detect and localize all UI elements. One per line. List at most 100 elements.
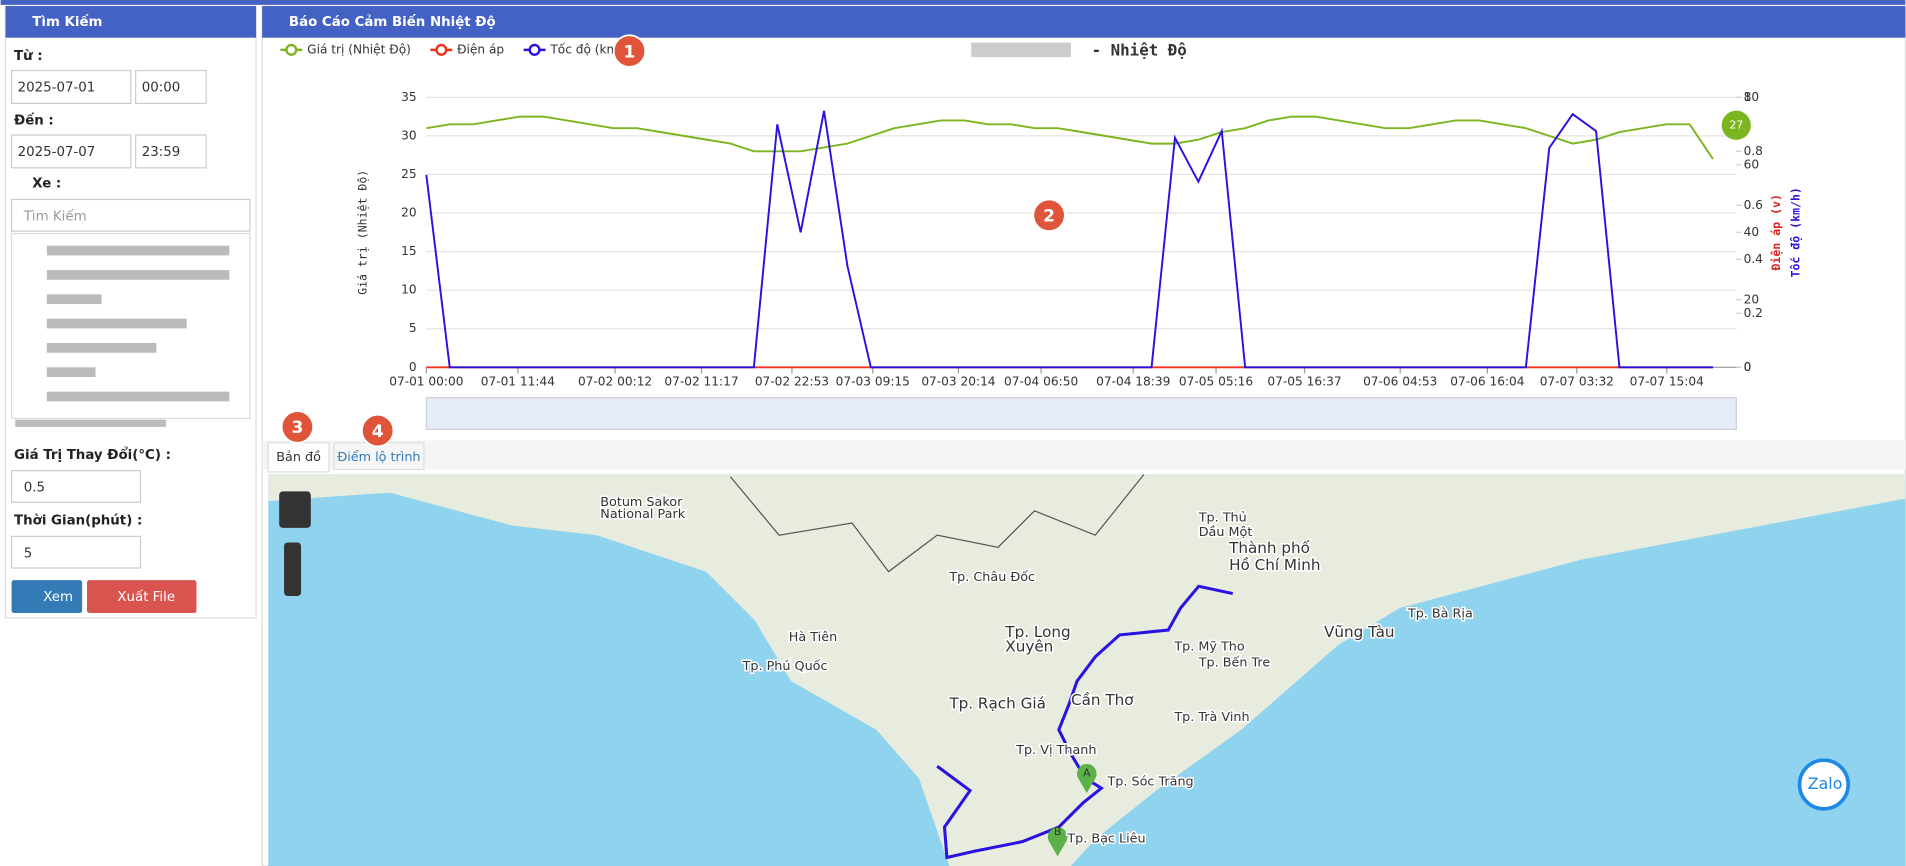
time-input[interactable] [135, 134, 207, 169]
x-tick-label: 07-05 05:16 [1179, 374, 1253, 388]
date-value: 2025-07-01 [18, 81, 96, 96]
y2-tick-label: 0.8 [1744, 144, 1763, 158]
map-label: Hà Tiên [789, 630, 837, 645]
map-label: Tp. Mỹ Tho [1173, 640, 1245, 655]
text-input[interactable] [10, 535, 142, 569]
x-tick-label: 07-02 00:12 [578, 374, 652, 388]
date-input[interactable] [10, 134, 132, 169]
y2-tick-label: 0.6 [1744, 198, 1763, 212]
x-tick-label: 07-04 06:50 [1004, 374, 1078, 388]
callout [612, 34, 647, 68]
tab[interactable] [267, 442, 330, 473]
map-label: Vũng Tàu [1324, 623, 1395, 641]
map-label: Xuyên [1005, 638, 1053, 656]
map-label: National Park [600, 507, 685, 522]
callout-number: 4 [372, 422, 384, 442]
map-label: Tp. Trà Vinh [1173, 710, 1249, 725]
map-label: Cần Thơ [1071, 691, 1134, 709]
y3-tick-label: 40 [1744, 225, 1759, 239]
x-tick-label: 07-01 00:00 [389, 374, 463, 388]
callout [360, 413, 395, 448]
y-tick-label: 5 [409, 321, 417, 335]
callout-number: 3 [291, 418, 303, 438]
map-label: Tp. Thủ [1198, 511, 1247, 526]
y2-tick-label: 0.4 [1744, 252, 1764, 266]
report-header [262, 6, 1906, 38]
y3-tick-label: 60 [1744, 157, 1759, 171]
legend-marker [435, 43, 448, 56]
x-tick-label: 07-06 16:04 [1450, 374, 1524, 388]
y3-axis-title: Tốc độ (km/h) [1788, 187, 1802, 277]
zalo-button[interactable]: Zalo [1808, 774, 1843, 793]
sidebar-title: Tìm Kiếm [32, 13, 102, 30]
y-tick-label: 10 [401, 283, 416, 297]
label: Giá Trị Thay Đổi(°C) : [14, 446, 171, 463]
y2-axis-title: Điện áp (v) [1769, 194, 1783, 270]
y-tick-label: 0 [409, 360, 417, 374]
input-value: 0.5 [24, 481, 45, 496]
x-tick-label: 07-05 16:37 [1267, 374, 1341, 388]
x-tick-label: 07-06 04:53 [1363, 374, 1437, 388]
map-label: Tp. Sóc Trăng [1106, 775, 1193, 790]
map-label: Tp. Phú Quốc [742, 659, 828, 674]
x-tick-label: 07-03 09:15 [836, 374, 910, 388]
chart-title: - Nhiệt Độ [1092, 41, 1187, 60]
map-label: Tp. Châu Đốc [948, 570, 1035, 585]
text-input[interactable] [10, 470, 142, 503]
x-tick-label: 07-07 03:32 [1540, 374, 1614, 388]
map-marker[interactable]: B [1054, 825, 1062, 838]
y2-tick-label: 0 [1744, 360, 1752, 374]
search-placeholder: Tìm Kiếm [23, 208, 87, 225]
legend-marker [285, 43, 298, 56]
x-tick-label: 07-03 20:14 [921, 374, 995, 388]
label: Thời Gian(phút) : [14, 513, 142, 529]
map[interactable] [268, 473, 1906, 866]
callout [280, 410, 315, 444]
report-title: Báo Cáo Cảm Biến Nhiệt Độ [289, 13, 496, 30]
data-label: 27 [1729, 118, 1743, 131]
time-value: 00:00 [142, 81, 181, 96]
end-marker [1721, 110, 1751, 140]
export-button[interactable] [87, 580, 197, 614]
y-tick-label: 35 [401, 90, 416, 104]
input-value: 5 [24, 546, 32, 561]
time-input[interactable] [135, 69, 207, 104]
x-tick-label: 07-02 11:17 [664, 374, 738, 388]
map-label: Tp. Long [1004, 623, 1070, 641]
x-tick-label: 07-02 22:53 [755, 374, 829, 388]
tab-label: Bản đồ [276, 450, 321, 465]
map-label: Tp. Bến Tre [1198, 655, 1271, 670]
y-tick-label: 15 [401, 244, 416, 258]
callout-number: 2 [1043, 207, 1055, 227]
y3-tick-label: 0 [1744, 360, 1752, 374]
legend-marker [528, 43, 541, 56]
label: Đến : [14, 111, 54, 128]
button-label: Xem [43, 590, 73, 605]
map-label: Botum Sakor [600, 495, 683, 510]
map-label: Tp. Rạch Giá [948, 695, 1046, 713]
callout [1032, 198, 1066, 233]
time-value: 23:59 [142, 145, 181, 160]
label: Từ : [14, 48, 43, 64]
map-label: Hồ Chí Minh [1229, 556, 1320, 574]
series-line [426, 115, 1714, 160]
legend-label: Điện áp [457, 42, 504, 56]
map-label: Tp. Bà Rịa [1407, 607, 1473, 622]
map-marker[interactable]: A [1083, 767, 1091, 780]
search-input[interactable] [10, 198, 251, 232]
x-tick-label: 07-04 18:39 [1096, 374, 1170, 388]
map-label: Tp. Bạc Liêu [1066, 832, 1145, 847]
tab-label: Điểm lộ trình [337, 450, 420, 465]
view-button[interactable] [11, 580, 83, 614]
legend-label: Giá trị (Nhiệt Độ) [307, 42, 411, 56]
y-tick-label: 20 [401, 206, 416, 220]
date-input[interactable] [10, 69, 132, 104]
series-line [425, 110, 1714, 369]
button-label: Xuất File [117, 589, 175, 605]
map-label: Dầu Một [1199, 525, 1253, 540]
x-tick-label: 07-01 11:44 [481, 374, 555, 388]
map-label: Tp. Vị Thanh [1015, 743, 1096, 758]
date-value: 2025-07-07 [18, 145, 96, 160]
